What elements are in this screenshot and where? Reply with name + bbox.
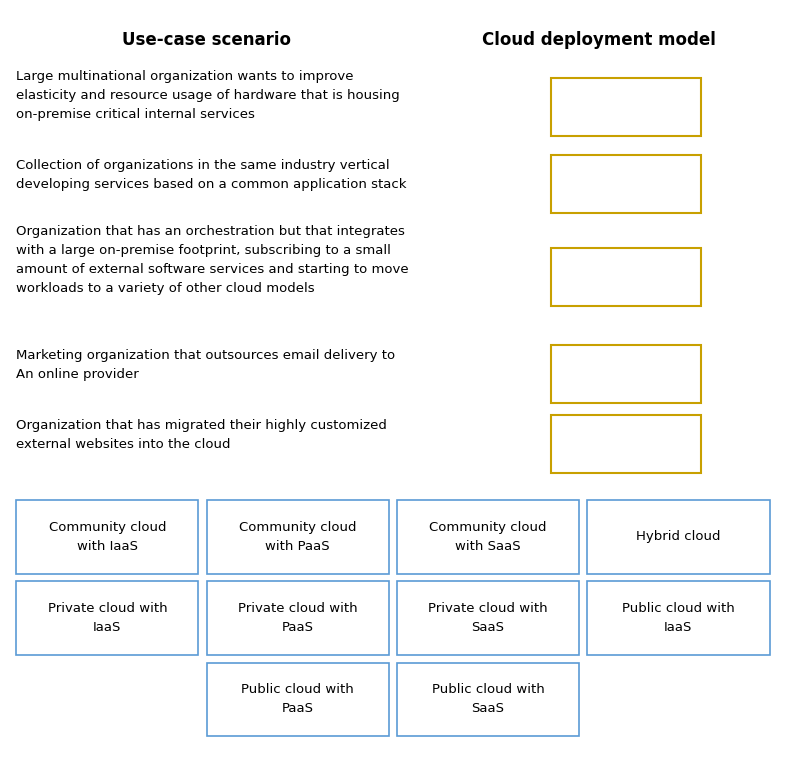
Text: Organization that has an orchestration but that integrates
with a large on-premi: Organization that has an orchestration b…: [16, 225, 409, 294]
FancyBboxPatch shape: [551, 345, 701, 403]
FancyBboxPatch shape: [16, 581, 198, 655]
Text: Community cloud
with PaaS: Community cloud with PaaS: [239, 521, 356, 553]
Text: Community cloud
with IaaS: Community cloud with IaaS: [49, 521, 166, 553]
Text: Private cloud with
IaaS: Private cloud with IaaS: [48, 602, 167, 634]
Text: Community cloud
with SaaS: Community cloud with SaaS: [429, 521, 547, 553]
Text: Collection of organizations in the same industry vertical
developing services ba: Collection of organizations in the same …: [16, 159, 407, 191]
FancyBboxPatch shape: [397, 663, 579, 736]
FancyBboxPatch shape: [551, 155, 701, 213]
FancyBboxPatch shape: [397, 500, 579, 574]
Text: Use-case scenario: Use-case scenario: [122, 31, 291, 49]
FancyBboxPatch shape: [16, 500, 198, 574]
Text: Public cloud with
SaaS: Public cloud with SaaS: [432, 684, 544, 715]
FancyBboxPatch shape: [207, 500, 389, 574]
FancyBboxPatch shape: [551, 248, 701, 306]
Text: Hybrid cloud: Hybrid cloud: [636, 530, 721, 543]
Text: Large multinational organization wants to improve
elasticity and resource usage : Large multinational organization wants t…: [16, 70, 400, 121]
Text: Public cloud with
PaaS: Public cloud with PaaS: [241, 684, 354, 715]
Text: Marketing organization that outsources email delivery to
An online provider: Marketing organization that outsources e…: [16, 349, 395, 381]
FancyBboxPatch shape: [397, 581, 579, 655]
FancyBboxPatch shape: [551, 415, 701, 473]
FancyBboxPatch shape: [551, 78, 701, 136]
Text: Cloud deployment model: Cloud deployment model: [483, 31, 716, 49]
FancyBboxPatch shape: [587, 500, 770, 574]
FancyBboxPatch shape: [587, 581, 770, 655]
Text: Private cloud with
SaaS: Private cloud with SaaS: [428, 602, 548, 634]
Text: Private cloud with
PaaS: Private cloud with PaaS: [238, 602, 357, 634]
Text: Public cloud with
IaaS: Public cloud with IaaS: [622, 602, 735, 634]
FancyBboxPatch shape: [207, 581, 389, 655]
Text: Organization that has migrated their highly customized
external websites into th: Organization that has migrated their hig…: [16, 418, 387, 450]
FancyBboxPatch shape: [207, 663, 389, 736]
